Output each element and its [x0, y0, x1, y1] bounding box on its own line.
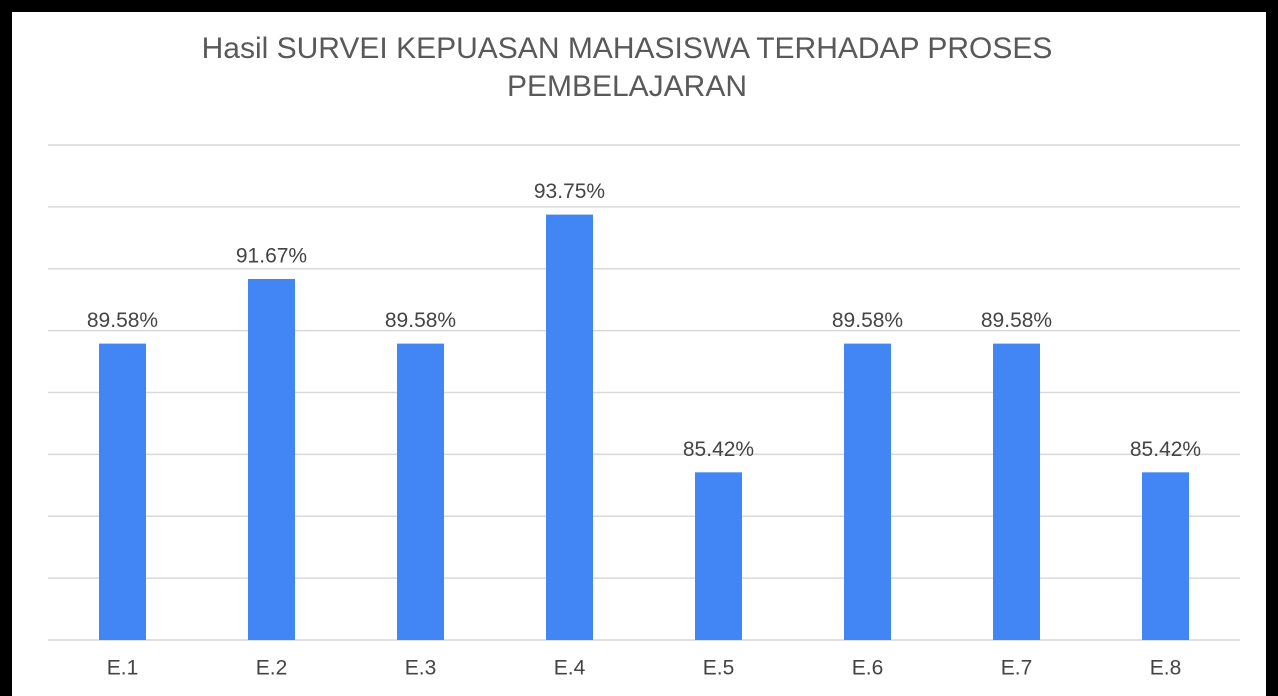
data-label: 85.42%: [683, 438, 754, 461]
data-label: 89.58%: [981, 309, 1052, 332]
x-tick-label: E.5: [703, 657, 735, 680]
data-label: 89.58%: [87, 309, 158, 332]
x-tick-label: E.3: [405, 657, 437, 680]
data-label: 89.58%: [385, 309, 456, 332]
x-tick-label: E.2: [256, 657, 288, 680]
bar: [1142, 472, 1189, 640]
x-tick-label: E.4: [554, 657, 586, 680]
bar: [397, 343, 444, 640]
x-tick-label: E.1: [107, 657, 139, 680]
bar: [248, 278, 295, 640]
data-label: 93.75%: [534, 180, 605, 203]
chart-area: [12, 12, 1266, 696]
x-tick-label: E.6: [852, 657, 884, 680]
bar: [546, 214, 593, 640]
data-label: 91.67%: [236, 245, 307, 268]
data-label: 85.42%: [1130, 438, 1201, 461]
chart-title: Hasil SURVEI KEPUASAN MAHASISWA TERHADAP…: [201, 32, 1053, 103]
bar: [844, 343, 891, 640]
x-tick-label: E.8: [1150, 657, 1182, 680]
x-tick-label: E.7: [1001, 657, 1033, 680]
bar: [99, 343, 146, 640]
bar: [993, 343, 1040, 640]
bar: [695, 472, 742, 640]
data-label: 89.58%: [832, 309, 903, 332]
